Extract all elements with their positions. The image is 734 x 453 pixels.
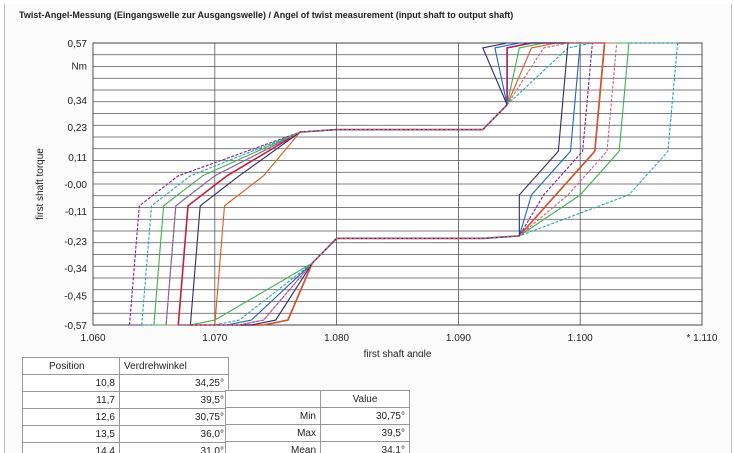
y-tick-label: 0,11 (68, 153, 87, 164)
table-row: 10,8 34,25° (22, 374, 229, 392)
angle-cell: 36,0° (119, 425, 229, 443)
statistics-table-header: Value (225, 390, 410, 408)
y-tick-label: -0,34 (64, 264, 87, 275)
table-row: 13,5 36,0° (22, 425, 229, 443)
blank-header (225, 390, 321, 408)
y-tick-label: -0,00 (64, 180, 87, 191)
stat-label: Min (225, 407, 321, 425)
angle-cell: 34,25° (119, 374, 229, 392)
hysteresis-curves (128, 42, 679, 326)
angle-cell: 30,75° (119, 408, 229, 426)
statistics-table: Value Min 30,75° Max 39,5° Mean 34,1° (225, 390, 410, 453)
y-axis-label: first shaft torque (35, 148, 46, 220)
table-row: 12,6 30,75° (22, 408, 229, 426)
x-tick-label: * 1.110 (687, 333, 718, 344)
table-row: Min 30,75° (225, 407, 410, 425)
chart-title: Twist-Angel-Messung (Eingangswelle zur A… (19, 10, 514, 20)
position-table-header: Position Verdrehwinkel (22, 357, 229, 375)
y-tick-label: -0,23 (64, 237, 87, 248)
value-header: Value (320, 390, 410, 408)
y-tick-label: -0,57 (64, 321, 87, 332)
report-frame: Twist-Angel-Messung (Eingangswelle zur A… (4, 4, 732, 453)
stat-label: Max (225, 424, 321, 442)
y-tick-label: Nm (71, 61, 87, 72)
stat-value: 34,1° (320, 441, 410, 453)
x-tick-label: 1.070 (202, 333, 227, 344)
position-cell: 14,4 (22, 442, 120, 453)
twist-angle-chart: 0,57 Nm 0,34 0,23 0,11 -0,00 -0,11 -0,23 -0,34 -0… (35, 39, 718, 357)
angle-cell: 39,5° (119, 391, 229, 409)
y-tick-label: -0,11 (65, 207, 87, 218)
angle-header: Verdrehwinkel (119, 357, 229, 375)
x-tick-label: 1.100 (568, 333, 593, 344)
stat-label: Mean (225, 441, 321, 453)
x-axis-label: first shaft angle (364, 349, 432, 357)
table-row: 14,4 31,0° (22, 442, 229, 453)
angle-cell: 31,0° (119, 442, 229, 453)
x-tick-label: 1.090 (446, 333, 471, 344)
table-row: Mean 34,1° (225, 441, 410, 453)
plot-grid (92, 42, 703, 326)
position-cell: 13,5 (22, 425, 120, 443)
hysteresis-loop (165, 42, 618, 326)
x-tick-label: 1.060 (80, 333, 105, 344)
y-tick-label: 0,23 (68, 123, 88, 134)
stat-value: 30,75° (320, 407, 410, 425)
position-table: Position Verdrehwinkel 10,8 34,25° 11,7 … (22, 357, 229, 453)
y-tick-label: -0,45 (64, 291, 87, 302)
position-cell: 11,7 (22, 391, 120, 409)
position-cell: 10,8 (22, 374, 120, 392)
x-tick-label: 1.080 (324, 333, 349, 344)
axis-ticks: 0,57 Nm 0,34 0,23 0,11 -0,00 -0,11 -0,23 -0,34 -0… (64, 39, 718, 344)
table-row: 11,7 39,5° (22, 391, 229, 409)
table-row: Max 39,5° (225, 424, 410, 442)
y-tick-label: 0,34 (68, 96, 88, 107)
position-cell: 12,6 (22, 408, 120, 426)
stat-value: 39,5° (320, 424, 410, 442)
y-tick-label: 0,57 (68, 39, 88, 50)
position-header: Position (22, 357, 120, 375)
